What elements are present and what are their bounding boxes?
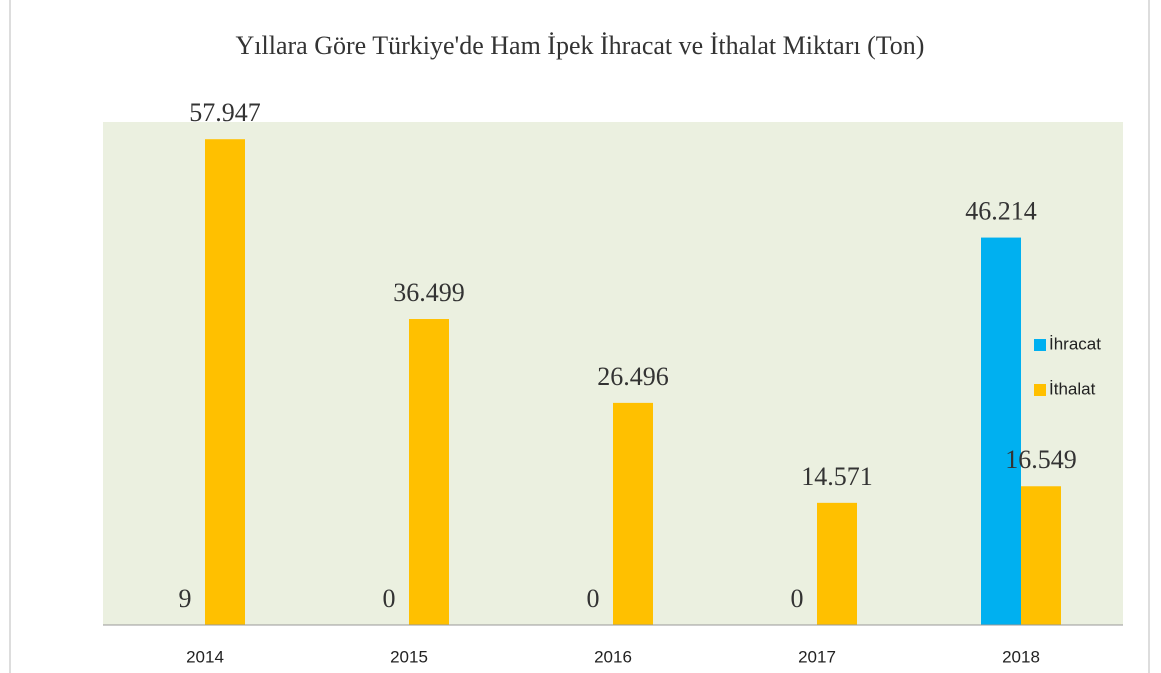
bar [409, 319, 449, 625]
legend-swatch [1034, 384, 1046, 396]
x-tick-label: 2018 [1002, 647, 1040, 666]
bar [205, 139, 245, 625]
data-label: 0 [587, 584, 600, 613]
data-label: 16.549 [1005, 445, 1077, 474]
x-tick-label: 2014 [186, 647, 224, 666]
data-label: 26.496 [597, 362, 669, 391]
data-label: 57.947 [189, 98, 261, 127]
x-tick-label: 2016 [594, 647, 632, 666]
legend-label: İthalat [1049, 379, 1096, 398]
x-tick-label: 2017 [798, 647, 836, 666]
bar [981, 237, 1021, 625]
data-label: 46.214 [965, 197, 1037, 226]
data-label: 0 [791, 584, 804, 613]
data-label: 36.499 [393, 278, 465, 307]
data-label: 14.571 [801, 462, 873, 491]
data-label: 9 [179, 584, 192, 613]
legend-swatch [1034, 339, 1046, 351]
chart-title: Yıllara Göre Türkiye'de Ham İpek İhracat… [236, 31, 925, 60]
bar [613, 402, 653, 625]
data-label: 0 [383, 584, 396, 613]
bar [817, 502, 857, 625]
bar [1021, 486, 1061, 625]
legend-label: İhracat [1049, 334, 1101, 353]
x-tick-label: 2015 [390, 647, 428, 666]
